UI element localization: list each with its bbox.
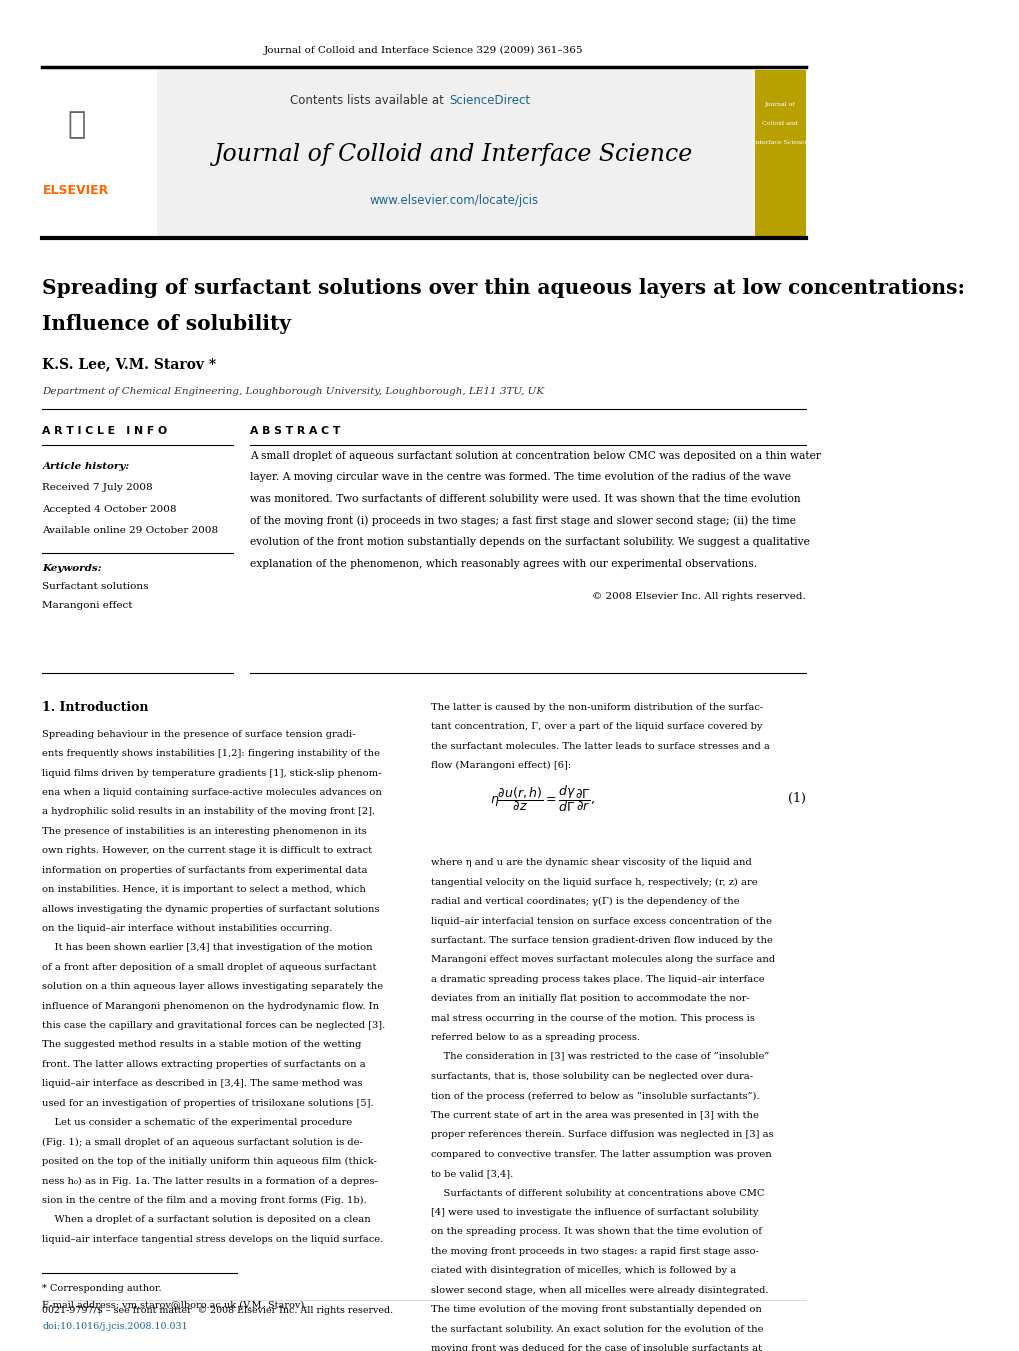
Text: a dramatic spreading process takes place. The liquid–air interface: a dramatic spreading process takes place… <box>430 975 763 984</box>
Text: It has been shown earlier [3,4] that investigation of the motion: It has been shown earlier [3,4] that inv… <box>43 943 373 952</box>
Text: flow (Marangoni effect) [6]:: flow (Marangoni effect) [6]: <box>430 761 571 770</box>
Text: Contents lists available at: Contents lists available at <box>289 95 447 107</box>
Text: ELSEVIER: ELSEVIER <box>43 184 109 197</box>
Text: tangential velocity on the liquid surface h, respectively; (r, z) are: tangential velocity on the liquid surfac… <box>430 878 757 886</box>
Text: The current state of art in the area was presented in [3] with the: The current state of art in the area was… <box>430 1111 758 1120</box>
Text: posited on the top of the initially uniform thin aqueous film (thick-: posited on the top of the initially unif… <box>43 1156 377 1166</box>
Text: The suggested method results in a stable motion of the wetting: The suggested method results in a stable… <box>43 1040 362 1050</box>
Text: Influence of solubility: Influence of solubility <box>43 315 291 334</box>
Text: tant concentration, Γ, over a part of the liquid surface covered by: tant concentration, Γ, over a part of th… <box>430 723 761 731</box>
Text: sion in the centre of the film and a moving front forms (Fig. 1b).: sion in the centre of the film and a mov… <box>43 1196 367 1205</box>
Text: proper references therein. Surface diffusion was neglected in [3] as: proper references therein. Surface diffu… <box>430 1131 772 1139</box>
Text: 0021-9797/$ – see front matter  © 2008 Elsevier Inc. All rights reserved.: 0021-9797/$ – see front matter © 2008 El… <box>43 1306 393 1315</box>
Text: surfactants, that is, those solubility can be neglected over dura-: surfactants, that is, those solubility c… <box>430 1071 752 1081</box>
Text: (Fig. 1); a small droplet of an aqueous surfactant solution is de-: (Fig. 1); a small droplet of an aqueous … <box>43 1138 363 1147</box>
Text: The presence of instabilities is an interesting phenomenon in its: The presence of instabilities is an inte… <box>43 827 367 836</box>
Text: the surfactant solubility. An exact solution for the evolution of the: the surfactant solubility. An exact solu… <box>430 1324 762 1333</box>
Text: liquid–air interface tangential stress develops on the liquid surface.: liquid–air interface tangential stress d… <box>43 1235 383 1244</box>
Text: solution on a thin aqueous layer allows investigating separately the: solution on a thin aqueous layer allows … <box>43 982 383 992</box>
Text: Spreading behaviour in the presence of surface tension gradi-: Spreading behaviour in the presence of s… <box>43 730 356 739</box>
Text: slower second stage, when all micelles were already disintegrated.: slower second stage, when all micelles w… <box>430 1286 767 1294</box>
Text: E-mail address: vm.starov@lboro.ac.uk (V.M. Starov).: E-mail address: vm.starov@lboro.ac.uk (V… <box>43 1301 308 1309</box>
Text: where η and u are the dynamic shear viscosity of the liquid and: where η and u are the dynamic shear visc… <box>430 858 751 867</box>
Text: Interface Science: Interface Science <box>752 139 807 145</box>
Text: Let us consider a schematic of the experimental procedure: Let us consider a schematic of the exper… <box>43 1119 353 1127</box>
Text: on the liquid–air interface without instabilities occurring.: on the liquid–air interface without inst… <box>43 924 332 934</box>
Text: of the moving front (i) proceeds in two stages; a fast first stage and slower se: of the moving front (i) proceeds in two … <box>250 515 796 526</box>
Text: influence of Marangoni phenomenon on the hydrodynamic flow. In: influence of Marangoni phenomenon on the… <box>43 1001 379 1011</box>
Text: deviates from an initially flat position to accommodate the nor-: deviates from an initially flat position… <box>430 994 749 1004</box>
Text: on the spreading process. It was shown that the time evolution of: on the spreading process. It was shown t… <box>430 1228 761 1236</box>
Text: (1): (1) <box>787 792 805 805</box>
Text: this case the capillary and gravitational forces can be neglected [3].: this case the capillary and gravitationa… <box>43 1021 385 1029</box>
Text: to be valid [3,4].: to be valid [3,4]. <box>430 1169 513 1178</box>
Text: Received 7 July 2008: Received 7 July 2008 <box>43 484 153 492</box>
Text: explanation of the phenomenon, which reasonably agrees with our experimental obs: explanation of the phenomenon, which rea… <box>250 559 756 569</box>
Text: $\eta \dfrac{\partial u(r,h)}{\partial z} = \dfrac{d\gamma}{d\Gamma} \dfrac{\par: $\eta \dfrac{\partial u(r,h)}{\partial z… <box>490 784 595 813</box>
Text: Surfactant solutions: Surfactant solutions <box>43 582 149 592</box>
Text: of a front after deposition of a small droplet of aqueous surfactant: of a front after deposition of a small d… <box>43 963 377 971</box>
Text: was monitored. Two surfactants of different solubility were used. It was shown t: was monitored. Two surfactants of differ… <box>250 494 800 504</box>
Text: ents frequently shows instabilities [1,2]: fingering instability of the: ents frequently shows instabilities [1,2… <box>43 748 380 758</box>
Text: ciated with disintegration of micelles, which is followed by a: ciated with disintegration of micelles, … <box>430 1266 736 1275</box>
Text: tion of the process (referred to below as “insoluble surfactants”).: tion of the process (referred to below a… <box>430 1092 759 1101</box>
Text: Available online 29 October 2008: Available online 29 October 2008 <box>43 526 218 535</box>
Text: Surfactants of different solubility at concentrations above CMC: Surfactants of different solubility at c… <box>430 1189 763 1197</box>
Text: layer. A moving circular wave in the centre was formed. The time evolution of th: layer. A moving circular wave in the cen… <box>250 473 791 482</box>
Text: ness h₀) as in Fig. 1a. The latter results in a formation of a depres-: ness h₀) as in Fig. 1a. The latter resul… <box>43 1177 378 1186</box>
Text: moving front was deduced for the case of insoluble surfactants at: moving front was deduced for the case of… <box>430 1344 761 1351</box>
Text: A B S T R A C T: A B S T R A C T <box>250 427 340 436</box>
Text: The consideration in [3] was restricted to the case of “insoluble”: The consideration in [3] was restricted … <box>430 1052 768 1062</box>
Text: own rights. However, on the current stage it is difficult to extract: own rights. However, on the current stag… <box>43 846 372 855</box>
Text: Accepted 4 October 2008: Accepted 4 October 2008 <box>43 505 176 513</box>
Text: Department of Chemical Engineering, Loughborough University, Loughborough, LE11 : Department of Chemical Engineering, Loug… <box>43 386 544 396</box>
Text: front. The latter allows extracting properties of surfactants on a: front. The latter allows extracting prop… <box>43 1061 366 1069</box>
Text: Keywords:: Keywords: <box>43 563 102 573</box>
Text: the surfactant molecules. The latter leads to surface stresses and a: the surfactant molecules. The latter lea… <box>430 742 769 751</box>
Text: compared to convective transfer. The latter assumption was proven: compared to convective transfer. The lat… <box>430 1150 770 1159</box>
Text: When a droplet of a surfactant solution is deposited on a clean: When a droplet of a surfactant solution … <box>43 1216 371 1224</box>
Text: radial and vertical coordinates; γ(Γ) is the dependency of the: radial and vertical coordinates; γ(Γ) is… <box>430 897 739 907</box>
Text: Journal of Colloid and Interface Science: Journal of Colloid and Interface Science <box>214 143 693 166</box>
Text: 🌲: 🌲 <box>67 109 86 139</box>
Text: evolution of the front motion substantially depends on the surfactant solubility: evolution of the front motion substantia… <box>250 538 809 547</box>
Text: Marangoni effect: Marangoni effect <box>43 601 132 611</box>
Text: [4] were used to investigate the influence of surfactant solubility: [4] were used to investigate the influen… <box>430 1208 757 1217</box>
Text: The latter is caused by the non-uniform distribution of the surfac-: The latter is caused by the non-uniform … <box>430 703 762 712</box>
Text: ena when a liquid containing surface-active molecules advances on: ena when a liquid containing surface-act… <box>43 788 382 797</box>
Text: liquid–air interfacial tension on surface excess concentration of the: liquid–air interfacial tension on surfac… <box>430 916 771 925</box>
Text: Spreading of surfactant solutions over thin aqueous layers at low concentrations: Spreading of surfactant solutions over t… <box>43 278 964 299</box>
Text: liquid films driven by temperature gradients [1], stick-slip phenom-: liquid films driven by temperature gradi… <box>43 769 381 778</box>
Text: K.S. Lee, V.M. Starov *: K.S. Lee, V.M. Starov * <box>43 358 216 372</box>
Text: 1. Introduction: 1. Introduction <box>43 701 149 713</box>
Text: Marangoni effect moves surfactant molecules along the surface and: Marangoni effect moves surfactant molecu… <box>430 955 774 965</box>
Text: mal stress occurring in the course of the motion. This process is: mal stress occurring in the course of th… <box>430 1013 754 1023</box>
Text: © 2008 Elsevier Inc. All rights reserved.: © 2008 Elsevier Inc. All rights reserved… <box>591 592 805 601</box>
Text: referred below to as a spreading process.: referred below to as a spreading process… <box>430 1034 639 1042</box>
Text: The time evolution of the moving front substantially depended on: The time evolution of the moving front s… <box>430 1305 761 1315</box>
Text: liquid–air interface as described in [3,4]. The same method was: liquid–air interface as described in [3,… <box>43 1079 363 1089</box>
Text: A R T I C L E   I N F O: A R T I C L E I N F O <box>43 427 167 436</box>
Text: A small droplet of aqueous surfactant solution at concentration below CMC was de: A small droplet of aqueous surfactant so… <box>250 450 820 461</box>
Text: Journal of Colloid and Interface Science 329 (2009) 361–365: Journal of Colloid and Interface Science… <box>264 46 583 55</box>
Text: information on properties of surfactants from experimental data: information on properties of surfactants… <box>43 866 368 874</box>
Text: surfactant. The surface tension gradient-driven flow induced by the: surfactant. The surface tension gradient… <box>430 936 771 944</box>
Text: Article history:: Article history: <box>43 462 129 470</box>
Text: used for an investigation of properties of trisiloxane solutions [5].: used for an investigation of properties … <box>43 1098 374 1108</box>
Text: Colloid and: Colloid and <box>761 120 797 126</box>
Text: allows investigating the dynamic properties of surfactant solutions: allows investigating the dynamic propert… <box>43 905 379 913</box>
Text: on instabilities. Hence, it is important to select a method, which: on instabilities. Hence, it is important… <box>43 885 366 894</box>
Text: www.elsevier.com/locate/jcis: www.elsevier.com/locate/jcis <box>369 195 538 208</box>
Text: ScienceDirect: ScienceDirect <box>449 95 530 107</box>
Text: Journal of: Journal of <box>764 101 795 107</box>
Text: * Corresponding author.: * Corresponding author. <box>43 1285 162 1293</box>
Text: the moving front proceeds in two stages: a rapid first stage asso-: the moving front proceeds in two stages:… <box>430 1247 758 1256</box>
Text: a hydrophilic solid results in an instability of the moving front [2].: a hydrophilic solid results in an instab… <box>43 808 375 816</box>
Text: doi:10.1016/j.jcis.2008.10.031: doi:10.1016/j.jcis.2008.10.031 <box>43 1321 187 1331</box>
FancyBboxPatch shape <box>754 70 805 239</box>
FancyBboxPatch shape <box>157 70 754 239</box>
